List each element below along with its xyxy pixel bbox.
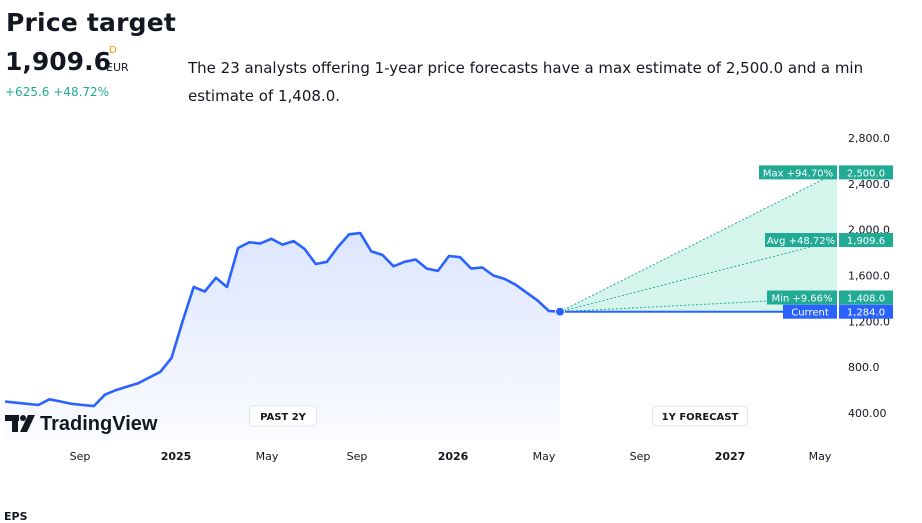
forecast-avg-value: 1,909.6 [847, 236, 885, 247]
x-tick-label: May [809, 450, 832, 463]
forecast-current-badge: Current 1,284.0 [783, 304, 893, 319]
forecast-max-value: 2,500.0 [847, 168, 885, 179]
forecast-period-label-bg [652, 405, 748, 427]
forecast-period-label: 1Y FORECAST [652, 405, 748, 427]
x-tick-label: May [533, 450, 556, 463]
x-tick-label: Sep [70, 450, 91, 463]
forecast-max-value-bg [839, 165, 893, 180]
forecast-min-label-bg [767, 290, 837, 305]
x-tick-label: May [256, 450, 279, 463]
tradingview-logo-text: TradingView [40, 413, 158, 435]
x-tick-label: 2025 [161, 450, 192, 463]
change-value: +625.6 [5, 85, 50, 99]
tradingview-logo: TradingView [5, 413, 158, 435]
change-percent: +48.72% [53, 85, 110, 99]
forecast-avg-label: Avg +48.72% [767, 236, 835, 247]
eps-section-heading: EPS [4, 510, 28, 523]
forecast-period-label-text: 1Y FORECAST [662, 412, 739, 423]
current-price-marker [555, 306, 565, 317]
forecast-current-label: Current [791, 308, 829, 319]
forecast-min-value: 1,408.0 [847, 294, 885, 305]
past-period-label: PAST 2Y [249, 405, 317, 427]
x-tick-label: 2026 [438, 450, 469, 463]
page-title: Price target [6, 8, 177, 37]
history-price-line [4, 231, 561, 408]
forecast-min-label: Min +9.66% [771, 294, 832, 305]
y-tick-label: 2,800.0 [848, 132, 890, 145]
history-area-fill [5, 233, 560, 440]
x-tick-label: Sep [630, 450, 651, 463]
forecast-max-label: Max +94.70% [763, 168, 833, 179]
y-tick-label: 1,600.0 [848, 270, 890, 283]
y-tick-label: 800.0 [848, 361, 880, 374]
forecast-current-label-bg [783, 304, 837, 319]
forecast-avg-label-bg [765, 233, 837, 248]
currency-label: EUR [106, 61, 129, 74]
forecast-current-value-bg [839, 304, 893, 319]
x-tick-label: Sep [347, 450, 368, 463]
currency-flag: D [109, 45, 117, 56]
tradingview-logo-mark [5, 415, 35, 432]
price-change: +625.6 +48.72% [5, 85, 109, 99]
x-tick-label: 2027 [715, 450, 746, 463]
forecast-max-label-bg [759, 165, 837, 180]
forecast-avg-badge: Avg +48.72% 1,909.6 [765, 233, 893, 248]
price-target-chart: 2,800.02,400.02,000.01,600.01,200.0800.0… [4, 132, 893, 463]
forecast-min-value-bg [839, 290, 893, 305]
past-period-label-text: PAST 2Y [260, 412, 307, 423]
forecast-avg-value-bg [839, 233, 893, 248]
y-tick-label: 2,400.0 [848, 178, 890, 191]
forecast-summary: The 23 analysts offering 1-year price fo… [188, 59, 864, 105]
price-value: 1,909.6 [5, 47, 111, 76]
past-period-label-bg [249, 405, 317, 427]
y-tick-label: 400.00 [848, 407, 887, 420]
forecast-max-badge: Max +94.70% 2,500.0 [759, 165, 893, 180]
forecast-min-badge: Min +9.66% 1,408.0 [767, 290, 893, 305]
forecast-current-value: 1,284.0 [847, 308, 885, 319]
